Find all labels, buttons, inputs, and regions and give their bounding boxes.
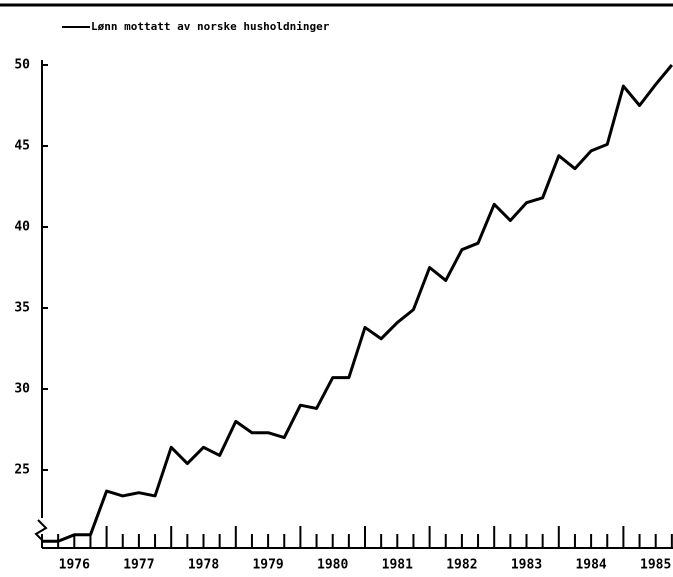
- y-tick-label: 40: [14, 220, 30, 235]
- y-tick-label: 25: [14, 463, 30, 478]
- x-tick-label: 1984: [575, 558, 606, 573]
- x-tick-label: 1982: [446, 558, 477, 573]
- y-tick-label: 45: [14, 139, 30, 154]
- legend-label: Lønn mottatt av norske husholdninger: [91, 20, 330, 33]
- x-tick-label: 1976: [59, 558, 90, 573]
- y-tick-label: 35: [14, 301, 30, 316]
- data-line: [42, 64, 673, 543]
- x-tick-label: 1985: [640, 558, 671, 573]
- x-tick-label: 1979: [252, 558, 283, 573]
- x-tick-label: 1983: [511, 558, 542, 573]
- x-tick-label: 1978: [188, 558, 219, 573]
- y-tick-label: 30: [14, 382, 30, 397]
- x-tick-label: 1980: [317, 558, 348, 573]
- x-tick-label: 1977: [123, 558, 154, 573]
- y-tick-label: 50: [14, 58, 30, 73]
- axis-break: [34, 519, 48, 543]
- x-tick-label: 1981: [382, 558, 413, 573]
